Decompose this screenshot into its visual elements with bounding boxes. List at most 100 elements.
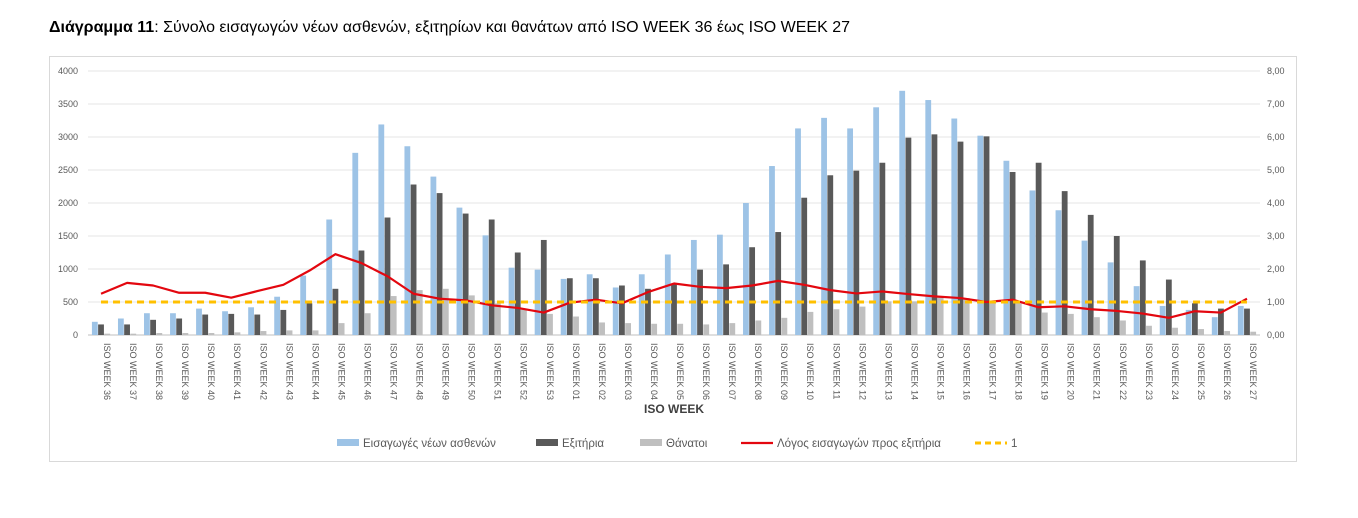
x-tick-label: ISO WEEK 41 — [232, 343, 242, 400]
bar — [911, 301, 918, 335]
bar — [300, 275, 307, 335]
x-tick-label: ISO WEEK 14 — [909, 343, 919, 400]
bar — [1061, 191, 1068, 335]
x-tick-label: ISO WEEK 20 — [1066, 343, 1076, 400]
bar — [1009, 171, 1016, 335]
y-tick-label: 0 — [73, 330, 78, 340]
bar — [312, 330, 319, 335]
bar — [905, 137, 912, 335]
bar — [202, 314, 209, 335]
bar — [1067, 313, 1074, 335]
bar — [468, 295, 475, 335]
bar — [1191, 303, 1198, 335]
y2-tick-label: 4,00 — [1267, 198, 1285, 208]
bar — [254, 314, 261, 335]
bar — [931, 134, 938, 335]
bar — [228, 313, 235, 335]
bar — [651, 323, 658, 335]
bar — [821, 117, 827, 335]
bar — [170, 313, 176, 335]
legend-label: 1 — [1011, 438, 1017, 450]
bar — [338, 323, 345, 335]
x-tick-label: ISO WEEK 46 — [362, 343, 372, 400]
bar — [1224, 331, 1231, 335]
bar — [1172, 327, 1178, 335]
y-tick-label: 4000 — [58, 66, 78, 76]
bar — [1029, 190, 1036, 335]
bar — [547, 313, 553, 335]
bar — [781, 317, 788, 335]
y2-tick-label: 6,00 — [1267, 132, 1285, 142]
bar — [899, 90, 906, 335]
bar — [645, 288, 651, 335]
x-tick-label: ISO WEEK 07 — [727, 343, 737, 400]
bar — [755, 320, 762, 335]
bar — [1218, 308, 1224, 335]
bar — [795, 128, 801, 335]
bar — [612, 287, 619, 335]
y2-tick-label: 3,00 — [1267, 231, 1285, 241]
bar — [619, 285, 625, 335]
bar — [885, 301, 892, 335]
bar — [1120, 320, 1126, 335]
bar — [638, 274, 645, 335]
bar — [306, 303, 313, 335]
legend-label: Λόγος εισαγωγών προς εξιτήρια — [777, 438, 941, 450]
bar — [1094, 317, 1100, 335]
bar — [98, 324, 104, 335]
bar — [729, 323, 736, 335]
bar — [1055, 210, 1062, 335]
x-tick-label: ISO WEEK 10 — [805, 343, 815, 400]
bar — [723, 264, 729, 335]
bar — [1211, 317, 1218, 335]
x-tick-label: ISO WEEK 11 — [831, 343, 841, 399]
bar — [1165, 279, 1172, 335]
bar — [743, 203, 749, 335]
bar — [104, 333, 111, 335]
x-tick-label: ISO WEEK 38 — [154, 343, 164, 400]
bar — [521, 308, 527, 335]
x-tick-label: ISO WEEK 12 — [857, 343, 867, 400]
bar — [488, 219, 495, 335]
chart-frame — [49, 56, 1297, 462]
x-tick-label: ISO WEEK 24 — [1170, 343, 1180, 400]
ratio-line — [100, 253, 1248, 319]
bar — [827, 175, 834, 335]
bar — [124, 324, 130, 335]
bar — [222, 311, 228, 335]
x-tick-label: ISO WEEK 09 — [779, 343, 789, 400]
bar — [436, 193, 443, 335]
bar — [1113, 236, 1120, 335]
bar — [833, 309, 840, 335]
bar — [873, 107, 880, 335]
bar — [560, 278, 567, 335]
x-axis-title: ISO WEEK — [644, 402, 704, 416]
legend-swatch — [536, 439, 558, 446]
x-tick-label: ISO WEEK 03 — [623, 343, 633, 400]
x-tick-label: ISO WEEK 04 — [649, 343, 659, 400]
bar — [703, 324, 710, 335]
y2-tick-label: 0,00 — [1267, 330, 1285, 340]
bar — [274, 296, 281, 335]
y-tick-label: 3000 — [58, 132, 78, 142]
bar — [196, 308, 202, 335]
bar — [410, 184, 417, 335]
bar — [1146, 325, 1152, 335]
bar — [697, 269, 703, 335]
bar — [566, 278, 573, 335]
bar — [775, 232, 782, 335]
x-tick-label: ISO WEEK 47 — [389, 343, 399, 400]
bar — [260, 331, 267, 335]
x-tick-label: ISO WEEK 17 — [988, 343, 998, 400]
x-tick-label: ISO WEEK 36 — [102, 343, 112, 400]
bar — [442, 288, 449, 335]
bar — [462, 213, 469, 335]
y-tick-label: 2500 — [58, 165, 78, 175]
bar — [1133, 286, 1140, 335]
bar — [859, 306, 866, 335]
bar — [957, 141, 964, 335]
x-tick-label: ISO WEEK 43 — [284, 343, 294, 400]
bar — [430, 176, 437, 335]
bar — [573, 316, 579, 335]
